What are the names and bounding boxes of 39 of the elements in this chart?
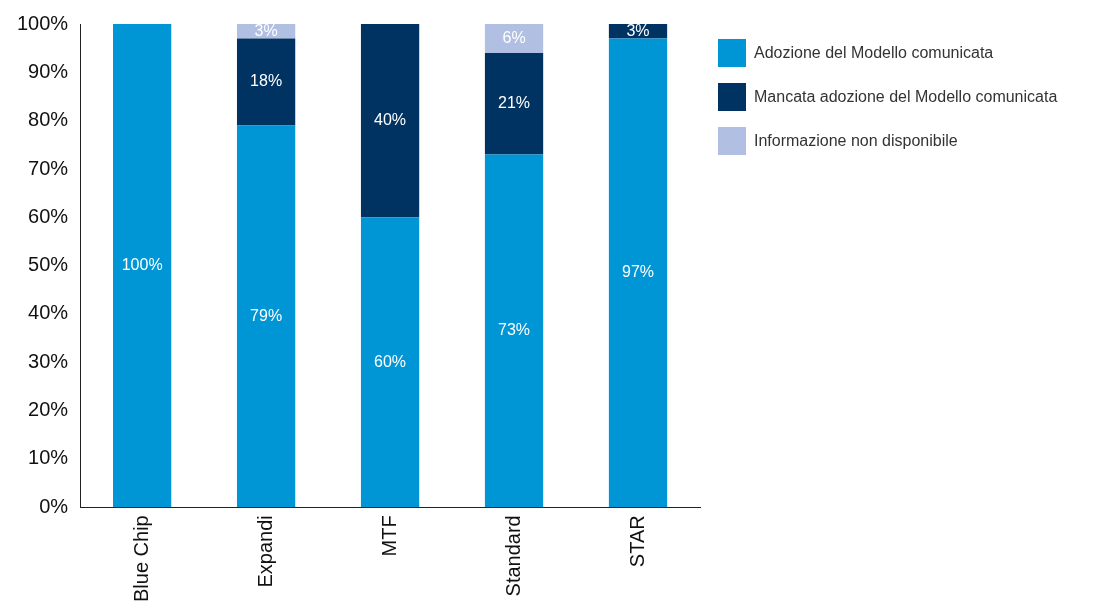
bar — [608, 38, 668, 508]
y-tick-label: 50% — [28, 253, 69, 276]
bar — [113, 24, 172, 508]
y-tick-label: 20% — [28, 398, 69, 421]
bar — [360, 24, 420, 218]
y-tick-label: 10% — [28, 446, 69, 469]
data-label: 18% — [250, 72, 283, 90]
y-tick-label: 80% — [28, 108, 69, 131]
x-tick-label: Blue Chip — [129, 515, 152, 602]
data-label: 40% — [374, 111, 407, 129]
data-label: 6% — [502, 28, 526, 46]
y-tick-label: 0% — [39, 494, 69, 517]
legend-label: Informazione non disponibile — [754, 132, 958, 150]
data-label: 21% — [498, 94, 531, 112]
data-label: 60% — [374, 352, 407, 370]
x-tick-label: STAR — [625, 515, 648, 568]
data-label: 100% — [121, 256, 163, 274]
legend-label: Adozione del Modello comunicata — [754, 44, 994, 62]
x-tick-label: Standard — [501, 515, 524, 597]
legend-label: Mancata adozione del Modello comunicata — [754, 88, 1058, 106]
data-label: 3% — [254, 21, 278, 39]
y-tick-label: 100% — [17, 11, 69, 34]
bar — [484, 53, 544, 155]
data-label: 73% — [498, 321, 531, 339]
data-label: 3% — [626, 21, 650, 39]
data-label: 79% — [250, 306, 283, 324]
bar — [360, 217, 420, 508]
y-tick-label: 40% — [28, 301, 69, 324]
bar — [236, 38, 296, 126]
data-label: 97% — [622, 263, 655, 281]
y-tick-label: 60% — [28, 204, 69, 227]
bar — [484, 154, 544, 508]
bar — [236, 125, 296, 508]
y-tick-label: 70% — [28, 156, 69, 179]
bar — [484, 24, 544, 53]
y-tick-label: 90% — [28, 59, 69, 82]
x-tick-label: MTF — [377, 515, 400, 557]
x-tick-label: Expandi — [253, 515, 276, 588]
y-tick-label: 30% — [28, 349, 69, 372]
